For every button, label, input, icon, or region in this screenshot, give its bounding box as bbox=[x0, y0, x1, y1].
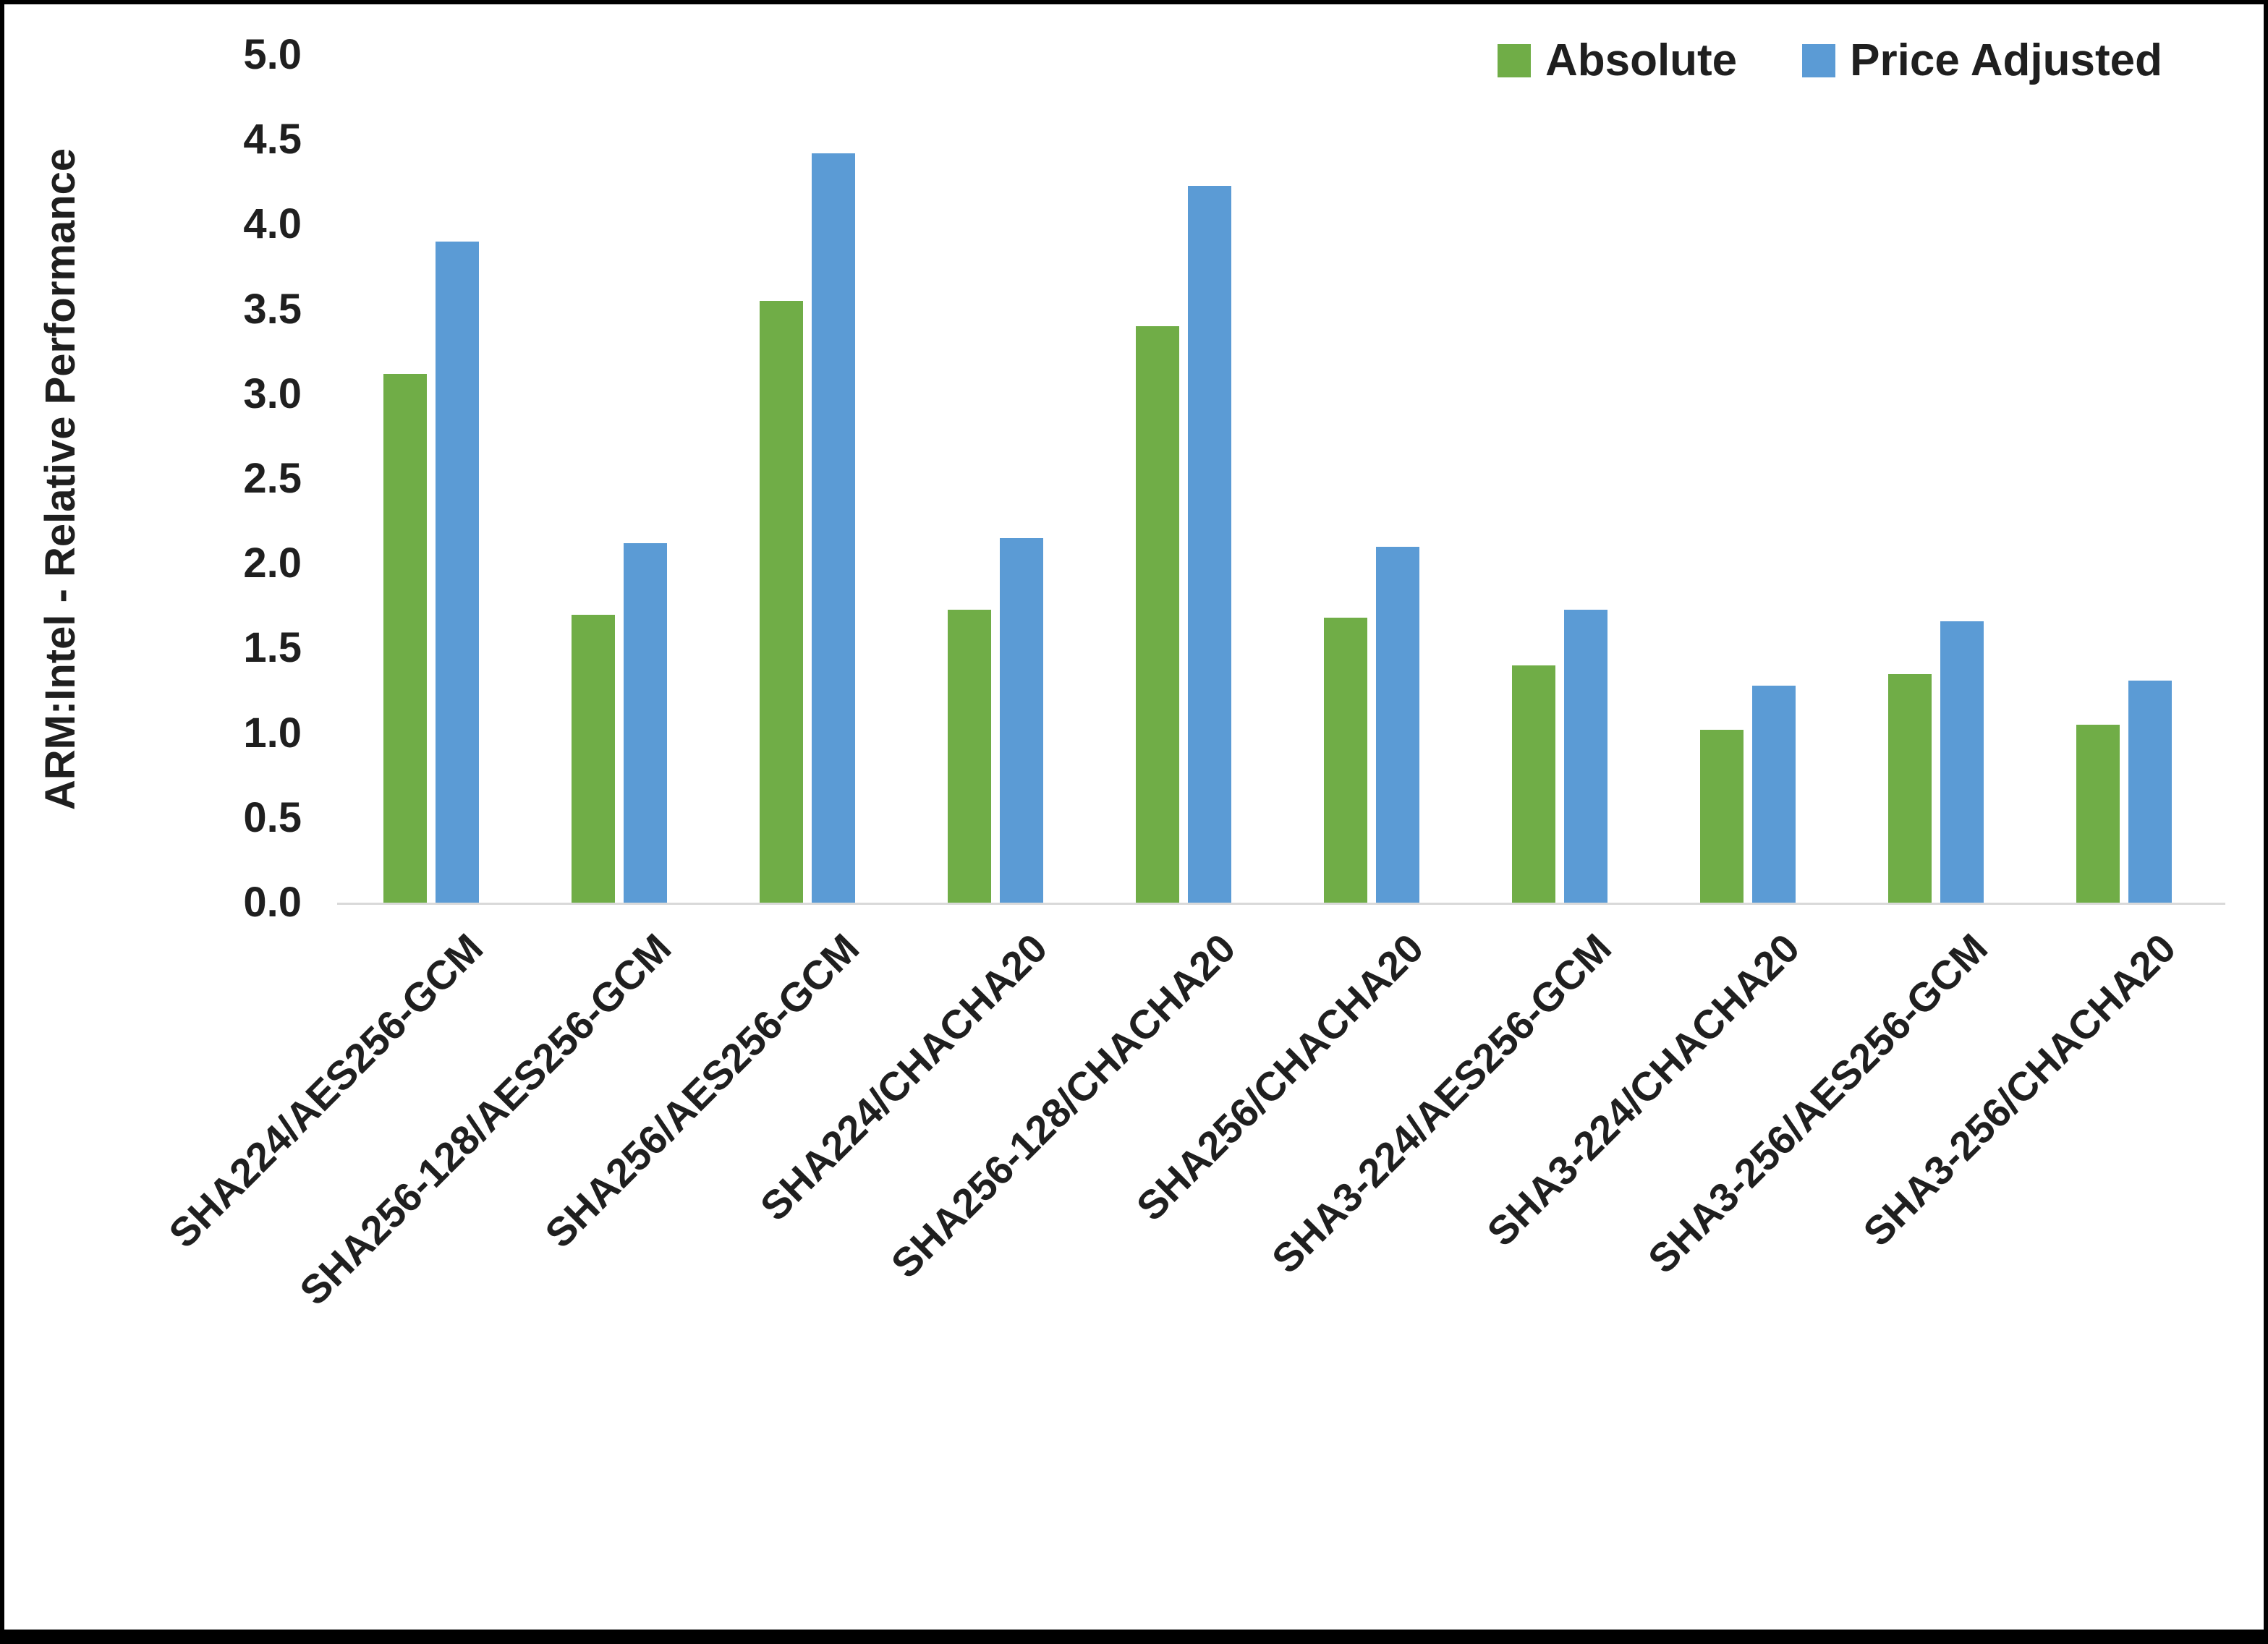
y-tick-label: 2.5 bbox=[243, 455, 302, 502]
bar-absolute bbox=[1512, 665, 1555, 903]
bar-price-adjusted bbox=[1376, 546, 1419, 903]
bar-price-adjusted bbox=[2128, 680, 2172, 903]
y-tick-label: 5.0 bbox=[243, 31, 302, 78]
bar-absolute bbox=[1700, 729, 1744, 903]
legend-label-absolute: Absolute bbox=[1545, 35, 1738, 85]
y-axis-title-text: ARM:Intel - Relative Performance bbox=[37, 148, 85, 810]
x-axis-label: SHA3-224/AES256-GCM bbox=[1262, 924, 1621, 1282]
x-axis-label: SHA256-128/CHACHA20 bbox=[882, 924, 1244, 1287]
bar-absolute bbox=[572, 614, 615, 903]
bar-price-adjusted bbox=[624, 543, 667, 903]
legend-label-price-adjusted: Price Adjusted bbox=[1850, 35, 2162, 85]
y-axis-title: ARM:Intel - Relative Performance bbox=[17, 55, 104, 903]
x-axis-label: SHA3-256/CHACHA20 bbox=[1854, 924, 2185, 1255]
legend-item-absolute: Absolute bbox=[1497, 35, 1738, 86]
x-axis-label: SHA224/AES256-GCM bbox=[159, 924, 492, 1256]
y-tick-label: 0.5 bbox=[243, 793, 302, 841]
bar-absolute bbox=[948, 609, 991, 903]
legend: Absolute Price Adjusted bbox=[1497, 35, 2162, 86]
bar-price-adjusted bbox=[436, 241, 479, 903]
y-tick-label: 4.5 bbox=[243, 116, 302, 163]
bar-absolute bbox=[760, 300, 803, 903]
legend-item-price-adjusted: Price Adjusted bbox=[1802, 35, 2162, 86]
y-tick-label: 0.0 bbox=[243, 879, 302, 926]
y-tick-label: 3.5 bbox=[243, 285, 302, 333]
plot-area bbox=[337, 55, 2218, 903]
y-tick-label: 1.0 bbox=[243, 709, 302, 757]
x-axis-label: SHA3-256/AES256-GCM bbox=[1639, 924, 1997, 1282]
x-axis-line bbox=[337, 903, 2225, 905]
bar-absolute bbox=[383, 373, 427, 903]
bar-price-adjusted bbox=[1940, 621, 1984, 903]
y-tick-label: 2.0 bbox=[243, 540, 302, 587]
legend-swatch-absolute bbox=[1497, 43, 1531, 77]
bar-absolute bbox=[1324, 618, 1367, 903]
x-axis-label: SHA256/AES256-GCM bbox=[535, 924, 868, 1256]
bar-price-adjusted bbox=[1564, 609, 1607, 903]
y-tick-label: 3.0 bbox=[243, 370, 302, 417]
y-tick-label: 1.5 bbox=[243, 624, 302, 672]
bar-price-adjusted bbox=[1000, 538, 1043, 903]
bar-absolute bbox=[1888, 673, 1932, 903]
bar-price-adjusted bbox=[812, 153, 855, 903]
legend-swatch-price-adjusted bbox=[1802, 43, 1836, 77]
y-tick-label: 4.0 bbox=[243, 200, 302, 248]
bar-price-adjusted bbox=[1188, 185, 1231, 903]
bar-absolute bbox=[2076, 724, 2120, 903]
bar-absolute bbox=[1136, 326, 1179, 903]
x-axis-label: SHA256-128/AES256-GCM bbox=[290, 924, 680, 1314]
x-axis-category-labels: SHA224/AES256-GCM SHA256-128/AES256-GCM SH… bbox=[4, 924, 2264, 1619]
bar-price-adjusted bbox=[1752, 685, 1796, 903]
x-axis-label: SHA3-224/CHACHA20 bbox=[1478, 924, 1809, 1255]
